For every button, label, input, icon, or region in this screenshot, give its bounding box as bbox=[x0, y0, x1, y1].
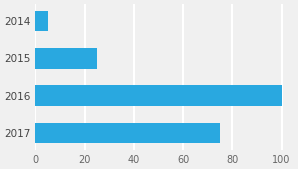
Bar bbox=[35, 48, 97, 69]
Bar bbox=[35, 11, 48, 31]
Bar bbox=[35, 86, 282, 106]
Bar bbox=[35, 123, 220, 143]
